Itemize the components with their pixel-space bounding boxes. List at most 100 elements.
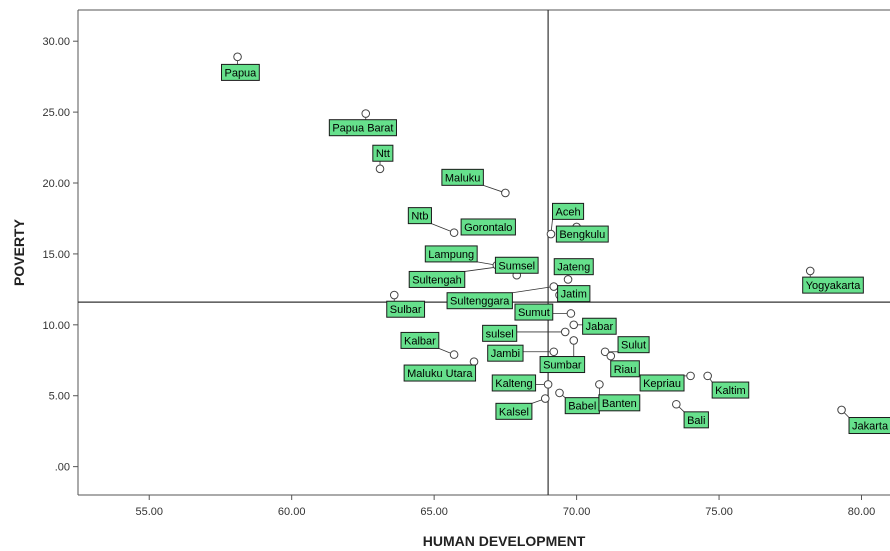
y-tick-label: 20.00 xyxy=(42,178,70,190)
data-point xyxy=(595,380,604,389)
point-label-text: Ntb xyxy=(411,211,428,223)
point-label: Yogyakarta xyxy=(802,276,864,294)
point-label-box xyxy=(487,344,524,362)
point-label-text: Sumbar xyxy=(543,360,582,372)
point-label: Sultenggara xyxy=(446,292,513,310)
point-label: Bengkulu xyxy=(555,225,609,243)
point-label-box xyxy=(598,394,641,412)
leader-line xyxy=(512,286,554,294)
point-label: Gorontalo xyxy=(460,218,516,236)
point-label-box xyxy=(617,336,650,354)
y-tick-label: 5.00 xyxy=(49,391,70,403)
point-label-text: Sulut xyxy=(621,340,646,352)
point-label-box xyxy=(555,225,609,243)
point-label-text: Sultenggara xyxy=(450,296,510,308)
point-label: Bali xyxy=(683,411,709,429)
data-point xyxy=(805,266,815,276)
data-point xyxy=(606,351,616,361)
y-tick-label: 10.00 xyxy=(42,320,70,332)
point-label-text: Jateng xyxy=(557,262,590,274)
point-label-text: Kalsel xyxy=(499,406,529,418)
point-label-box xyxy=(372,144,394,162)
point-label: Ntt xyxy=(372,144,394,162)
data-point xyxy=(555,388,564,398)
point-label-box xyxy=(408,270,466,288)
y-tick-label: 25.00 xyxy=(42,107,70,119)
point-label: Sumut xyxy=(514,303,554,321)
point-label: Kepriau xyxy=(639,374,685,392)
point-label-box xyxy=(386,300,426,318)
point-label-box xyxy=(553,258,594,276)
point-label-text: Kaltim xyxy=(715,385,746,397)
point-label-box xyxy=(582,317,617,335)
point-label-box xyxy=(400,331,440,349)
data-point xyxy=(569,320,579,330)
point-label: Papua Barat xyxy=(328,119,397,137)
point-label-text: Papua xyxy=(224,67,257,79)
point-label-text: Babel xyxy=(568,401,596,413)
point-label: Kalsel xyxy=(495,402,533,420)
y-tick-label: .00 xyxy=(55,462,70,474)
point-label: Kalteng xyxy=(491,374,537,392)
data-point xyxy=(543,380,553,389)
x-tick-label: 80.00 xyxy=(848,506,876,518)
data-point xyxy=(566,309,576,318)
point-label: Sumbar xyxy=(539,356,586,374)
data-point xyxy=(600,347,610,357)
point-label-text: Jambi xyxy=(491,348,520,360)
x-axis-title: HUMAN DEVELOPMENT xyxy=(423,533,586,549)
reference-lines xyxy=(78,10,890,495)
data-point xyxy=(549,347,559,357)
x-tick-label: 65.00 xyxy=(420,506,448,518)
point-label-box xyxy=(482,324,518,342)
point-label: Maluku Utara xyxy=(403,364,477,382)
data-point xyxy=(449,228,459,237)
point-label: Riau xyxy=(610,360,640,378)
point-label-text: Yogyakarta xyxy=(806,280,862,292)
point-label: Jakarta xyxy=(848,417,890,435)
data-point xyxy=(233,52,242,62)
point-label-box xyxy=(557,285,591,303)
point-label-text: Aceh xyxy=(556,206,581,218)
point-label-text: sulsel xyxy=(486,328,514,340)
point-label-text: Kepriau xyxy=(643,378,681,390)
point-label-text: Sumsel xyxy=(498,260,535,272)
point-label-box xyxy=(328,119,397,137)
point-label-text: Maluku Utara xyxy=(407,368,473,380)
point-label-text: Jatim xyxy=(561,289,587,301)
data-point xyxy=(375,164,385,174)
y-tick-label: 30.00 xyxy=(42,36,70,48)
point-label: Kaltim xyxy=(711,381,750,399)
x-tick-label: 75.00 xyxy=(705,506,733,518)
point-label: Babel xyxy=(564,397,600,415)
point-label-box xyxy=(407,207,432,225)
point-label-box xyxy=(424,245,478,263)
point-label-text: Lampung xyxy=(428,249,474,261)
point-label: Jambi xyxy=(487,344,524,362)
data-point xyxy=(469,357,479,366)
data-point xyxy=(361,109,371,118)
point-label: Sumsel xyxy=(494,256,539,274)
point-label-text: Sulbar xyxy=(390,304,422,316)
point-label-text: Bengkulu xyxy=(559,229,605,241)
point-label-text: Papua Barat xyxy=(332,123,393,135)
point-label-box xyxy=(403,364,477,382)
y-tick-label: 15.00 xyxy=(42,249,70,261)
point-label-box xyxy=(495,402,533,420)
point-label-text: Sumut xyxy=(518,307,550,319)
ticks-layer: 55.00 60.00 65.00 70.00 75.00 80.00 .00 5.00 10.… xyxy=(42,36,875,518)
point-label-box xyxy=(491,374,537,392)
data-point xyxy=(672,399,681,409)
data-point xyxy=(703,371,712,381)
data-point xyxy=(569,336,579,345)
axes-layer xyxy=(77,9,890,496)
point-label-box xyxy=(711,381,750,399)
point-label-text: Jabar xyxy=(586,321,614,333)
point-label-box xyxy=(446,292,513,310)
data-point xyxy=(389,290,399,300)
data-point xyxy=(549,282,559,291)
x-tick-label: 60.00 xyxy=(278,506,306,518)
point-label: Papua xyxy=(220,63,260,81)
point-label-box xyxy=(514,303,554,321)
